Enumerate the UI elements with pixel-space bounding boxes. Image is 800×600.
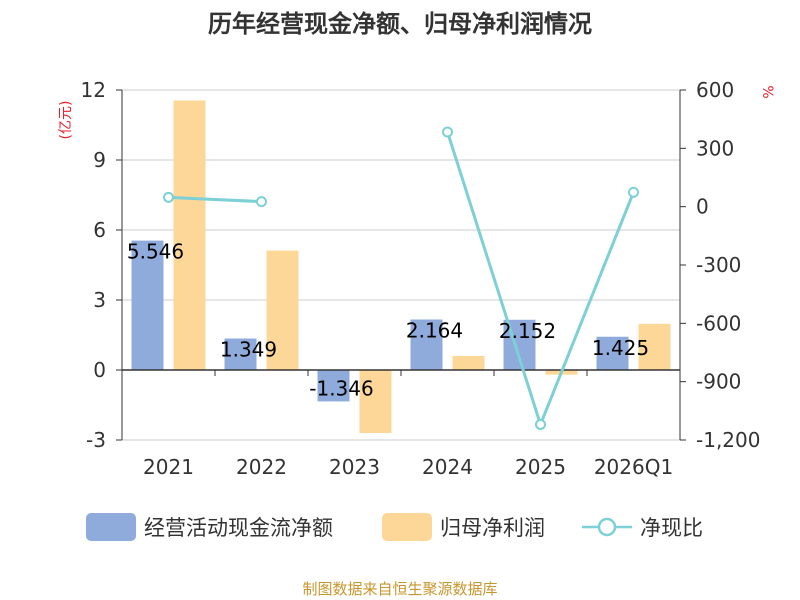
bar-cashflow <box>317 370 350 402</box>
x-tick-label: 2024 <box>422 455 473 479</box>
legend-item-ratio[interactable]: 净现比 <box>582 512 703 542</box>
right-tick-label: -1,200 <box>696 428 760 452</box>
left-tick-label: 12 <box>81 78 106 102</box>
source-note: 制图数据来自恒生聚源数据库 <box>302 580 498 598</box>
x-tick-label: 2026Q1 <box>594 455 673 479</box>
legend: 经营活动现金流净额 归母净利润 净现比 <box>0 512 800 558</box>
right-tick-label: 300 <box>696 136 734 160</box>
ratio-line-segment <box>168 195 262 204</box>
bar-net-profit <box>638 323 671 370</box>
x-tick-label: 2025 <box>515 455 566 479</box>
left-tick-label: 6 <box>93 218 106 242</box>
right-axis-unit: % <box>759 85 775 98</box>
ratio-line-segment <box>446 131 635 429</box>
bar-net-profit <box>173 100 206 370</box>
legend-label-cashflow: 经营活动现金流净额 <box>144 516 333 540</box>
data-label-cashflow: 1.349 <box>220 338 277 362</box>
data-label-cashflow: 1.425 <box>592 336 649 360</box>
left-tick-label: 0 <box>93 358 106 382</box>
left-tick-label: 9 <box>93 148 106 172</box>
ratio-point <box>535 418 546 430</box>
legend-swatch-cashflow <box>86 513 136 541</box>
right-tick-label: -600 <box>696 311 741 335</box>
ratio-point <box>628 186 639 198</box>
bar-net-profit <box>452 356 485 370</box>
left-axis-unit: (亿元) <box>58 101 74 140</box>
bar-cashflow <box>224 338 257 370</box>
legend-label-ratio: 净现比 <box>640 516 703 540</box>
left-tick-label: 3 <box>93 288 106 312</box>
axes: -3 0 3 6 9 12 -1,200 -900 -600 -300 0 300 600 2021 202… <box>81 78 761 479</box>
right-tick-label: -900 <box>696 370 741 394</box>
ratio-point <box>256 196 267 208</box>
right-tick-label: -300 <box>696 253 741 277</box>
data-labels: 5.546 1.349 -1.346 2.164 2.152 1.425 <box>127 240 649 401</box>
legend-item-net-profit[interactable]: 归母净利润 <box>382 512 545 542</box>
bar-net-profit <box>359 370 392 433</box>
right-tick-label: 600 <box>696 78 734 102</box>
bar-cashflow <box>410 319 443 370</box>
left-tick-label: -3 <box>86 428 106 452</box>
bar-series <box>131 100 671 433</box>
x-tick-label: 2022 <box>236 455 287 479</box>
bar-cashflow <box>596 336 629 370</box>
x-tick-label: 2021 <box>143 455 194 479</box>
legend-item-cashflow[interactable]: 经营活动现金流净额 <box>86 512 333 542</box>
line-series <box>163 126 639 430</box>
legend-swatch-net-profit <box>382 513 432 541</box>
legend-label-net-profit: 归母净利润 <box>440 516 545 540</box>
grid-lines <box>122 89 680 441</box>
data-label-cashflow: 5.546 <box>127 240 184 264</box>
data-label-cashflow: 2.152 <box>499 319 556 343</box>
x-tick-label: 2023 <box>329 455 380 479</box>
ratio-point <box>442 126 453 138</box>
data-label-cashflow: -1.346 <box>309 376 373 400</box>
legend-line-marker-icon <box>582 517 632 537</box>
bar-cashflow <box>131 240 164 370</box>
data-label-cashflow: 2.164 <box>406 319 463 343</box>
chart-title: 历年经营现金净额、归母净利润情况 <box>208 10 592 38</box>
bar-net-profit <box>266 250 299 370</box>
ratio-point <box>163 191 174 203</box>
right-tick-label: 0 <box>696 195 709 219</box>
